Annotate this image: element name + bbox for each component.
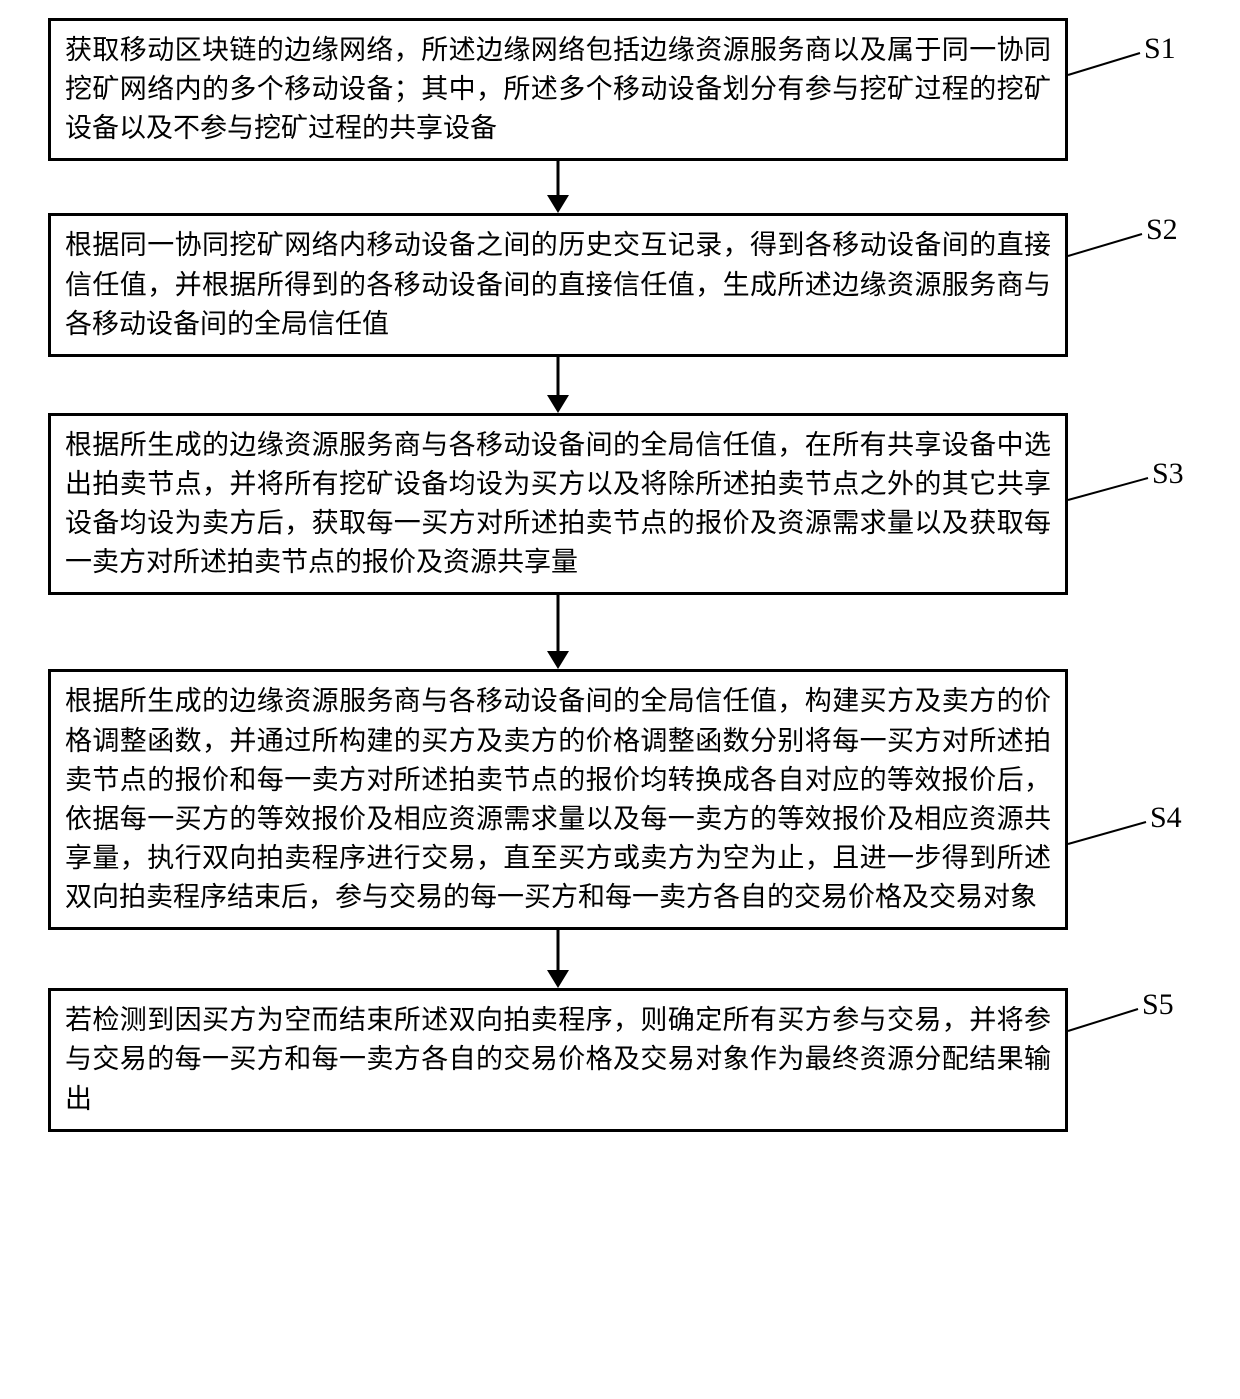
step-row: 根据同一协同挖矿网络内移动设备之间的历史交互记录，得到各移动设备间的直接信任值，… bbox=[48, 213, 1188, 356]
flowchart: 获取移动区块链的边缘网络，所述边缘网络包括边缘资源服务商以及属于同一协同挖矿网络… bbox=[48, 18, 1188, 1132]
step-text: 获取移动区块链的边缘网络，所述边缘网络包括边缘资源服务商以及属于同一协同挖矿网络… bbox=[65, 31, 1051, 148]
step-label: S4 bbox=[1150, 801, 1182, 835]
arrow-connector bbox=[48, 357, 1068, 413]
arrow-connector bbox=[48, 595, 1068, 669]
step-box: 若检测到因买方为空而结束所述双向拍卖程序，则确定所有买方参与交易，并将参与交易的… bbox=[48, 988, 1068, 1131]
step-row: 根据所生成的边缘资源服务商与各移动设备间的全局信任值，在所有共享设备中选出拍卖节… bbox=[48, 413, 1188, 596]
step-label-leader: S1 bbox=[1068, 46, 1176, 80]
arrow-down-icon bbox=[547, 930, 569, 988]
step-label-leader: S5 bbox=[1068, 1002, 1174, 1036]
arrow-connector bbox=[48, 930, 1068, 988]
arrow-down-icon bbox=[547, 595, 569, 669]
step-text: 根据所生成的边缘资源服务商与各移动设备间的全局信任值，在所有共享设备中选出拍卖节… bbox=[65, 426, 1051, 583]
arrow-down-icon bbox=[547, 357, 569, 413]
step-box: 根据同一协同挖矿网络内移动设备之间的历史交互记录，得到各移动设备间的直接信任值，… bbox=[48, 213, 1068, 356]
step-row: 根据所生成的边缘资源服务商与各移动设备间的全局信任值，构建买方及卖方的价格调整函… bbox=[48, 669, 1188, 930]
step-text: 根据同一协同挖矿网络内移动设备之间的历史交互记录，得到各移动设备间的直接信任值，… bbox=[65, 226, 1051, 343]
step-text: 若检测到因买方为空而结束所述双向拍卖程序，则确定所有买方参与交易，并将参与交易的… bbox=[65, 1001, 1051, 1118]
step-label: S3 bbox=[1152, 457, 1184, 491]
step-row: 若检测到因买方为空而结束所述双向拍卖程序，则确定所有买方参与交易，并将参与交易的… bbox=[48, 988, 1188, 1131]
step-label-leader: S3 bbox=[1068, 471, 1184, 505]
step-box: 获取移动区块链的边缘网络，所述边缘网络包括边缘资源服务商以及属于同一协同挖矿网络… bbox=[48, 18, 1068, 161]
step-label: S1 bbox=[1144, 32, 1176, 66]
arrow-connector bbox=[48, 161, 1068, 213]
step-label: S5 bbox=[1142, 988, 1174, 1022]
arrow-down-icon bbox=[547, 161, 569, 213]
step-label: S2 bbox=[1146, 213, 1178, 247]
step-box: 根据所生成的边缘资源服务商与各移动设备间的全局信任值，构建买方及卖方的价格调整函… bbox=[48, 669, 1068, 930]
step-text: 根据所生成的边缘资源服务商与各移动设备间的全局信任值，构建买方及卖方的价格调整函… bbox=[65, 682, 1051, 917]
step-label-leader: S2 bbox=[1068, 227, 1178, 261]
step-box: 根据所生成的边缘资源服务商与各移动设备间的全局信任值，在所有共享设备中选出拍卖节… bbox=[48, 413, 1068, 596]
step-row: 获取移动区块链的边缘网络，所述边缘网络包括边缘资源服务商以及属于同一协同挖矿网络… bbox=[48, 18, 1188, 161]
step-label-leader: S4 bbox=[1068, 815, 1182, 849]
